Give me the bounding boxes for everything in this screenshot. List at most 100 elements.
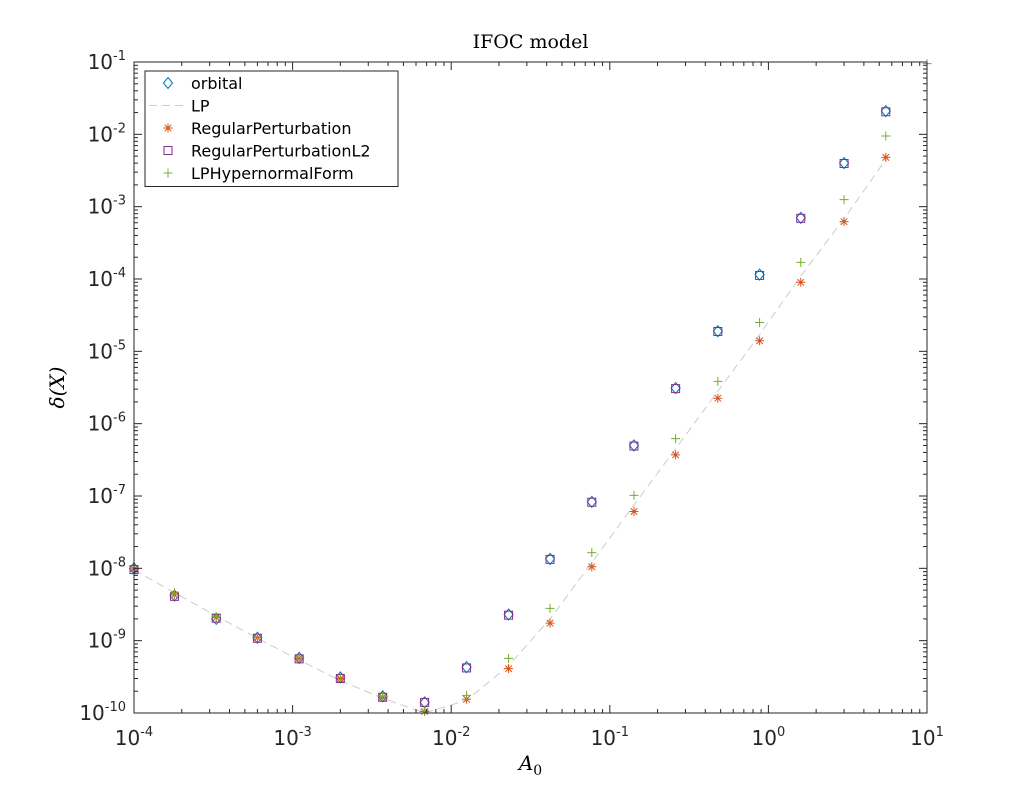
- y-tick-exp: -6: [113, 411, 126, 426]
- y-tick-label: 10-4: [88, 266, 126, 291]
- regular-perturbation-l2-point: [713, 327, 723, 337]
- y-tick-label: 10-7: [88, 483, 126, 508]
- legend-label: RegularPerturbationL2: [191, 142, 371, 161]
- lp-line: [133, 159, 887, 714]
- legend-swatch: [162, 76, 174, 90]
- orbital-point: [628, 439, 640, 452]
- y-tick-base: 10: [88, 122, 113, 146]
- x-tick-base: 10: [432, 726, 457, 750]
- x-tick-exp: -1: [616, 725, 629, 740]
- lphypernormal-form-point: [211, 612, 221, 622]
- regular-perturbation-l2-point: [545, 554, 555, 564]
- y-tick-base: 10: [88, 484, 113, 508]
- y-tick-base: 10: [88, 556, 113, 580]
- legend-swatch: [163, 146, 173, 155]
- y-tick-exp: -4: [113, 266, 126, 281]
- regular-perturbation-point: [796, 277, 806, 287]
- legend-swatch: [163, 123, 173, 133]
- y-axis-title: δ(X): [45, 367, 69, 409]
- lphypernormal-form-point: [378, 691, 388, 701]
- regular-perturbation-point: [504, 664, 514, 674]
- legend-item-regular-perturbation: RegularPerturbation: [163, 119, 351, 138]
- orbital-point: [169, 589, 180, 602]
- y-tick-label: 10-3: [88, 194, 126, 219]
- y-tick-label: 10-6: [88, 411, 126, 436]
- lphypernormal-form-point: [462, 690, 472, 700]
- y-tick-exp: -8: [113, 555, 126, 570]
- orbital-point: [670, 381, 681, 395]
- y-tick-base: 10: [88, 629, 113, 653]
- orbital-point: [880, 104, 891, 118]
- y-tick-base: 10: [88, 412, 113, 436]
- lphypernormal-form-point: [839, 195, 849, 205]
- x-tick-base: 10: [273, 726, 298, 750]
- lp-line-layer: [133, 159, 887, 714]
- regular-perturbation-point: [587, 562, 597, 572]
- y-tick-exp: -9: [113, 628, 126, 643]
- chart-title: IFOC model: [473, 31, 589, 53]
- regular-perturbation-point: [671, 450, 681, 460]
- orbital-point: [544, 552, 556, 566]
- lphypernormal-form-point: [671, 434, 681, 444]
- regular-perturbation-l2-point: [587, 497, 597, 507]
- y-tick-exp: -3: [113, 194, 126, 209]
- y-tick-base: 10: [88, 267, 113, 291]
- regular-perturbation-l2-point: [796, 213, 806, 223]
- x-tick-base: 10: [752, 726, 777, 750]
- x-tick-exp: -2: [457, 725, 470, 740]
- x-axis-title: A0: [517, 751, 542, 779]
- regular-perturbation-point: [713, 393, 723, 403]
- x-axis-title-main: A: [517, 751, 533, 775]
- x-tick-label: 10-1: [591, 725, 629, 750]
- legend-box: [144, 70, 399, 187]
- x-tick-exp: -3: [299, 725, 312, 740]
- lphypernormal-form-point: [545, 603, 555, 613]
- lphypernormal-form-point: [294, 652, 304, 662]
- legend-label: LP: [191, 97, 210, 116]
- regular-perturbation-l2-point: [629, 441, 639, 451]
- y-tick-base: 10: [88, 195, 113, 219]
- y-tick-label: 10-9: [88, 628, 126, 653]
- lphypernormal-form-point: [169, 588, 179, 598]
- regular-perturbation-l2-point: [671, 384, 681, 394]
- regular-perturbation-l2-point: [881, 107, 891, 117]
- x-tick-label: 10-4: [115, 725, 153, 750]
- y-tick-exp: -7: [113, 483, 126, 498]
- lphypernormal-form-point: [796, 257, 806, 267]
- y-tick-label: 10-8: [88, 555, 126, 580]
- x-tick-base: 10: [591, 726, 616, 750]
- regular-perturbation-series: [129, 152, 891, 716]
- legend-label: orbital: [191, 74, 243, 93]
- x-tick-label: 10-3: [273, 725, 311, 750]
- orbital-series: [128, 104, 891, 709]
- ticks-layer: 10-4 10-3 10-2 10-1 100 10110-1010-910-810-71…: [79, 49, 944, 750]
- regular-perturbation-point: [881, 152, 891, 162]
- legend-label: RegularPerturbation: [191, 119, 351, 138]
- x-tick-exp: 1: [936, 725, 944, 740]
- y-tick-exp: -5: [113, 338, 126, 353]
- y-tick-label: 10-5: [88, 338, 126, 363]
- regular-perturbation-l2-point: [462, 663, 472, 673]
- y-tick-exp: -1: [113, 49, 126, 64]
- lphypernormal-form-point: [881, 131, 891, 141]
- lphypernormal-form-point: [755, 318, 765, 328]
- x-tick-base: 10: [910, 726, 935, 750]
- y-tick-exp: -2: [113, 121, 126, 136]
- legend-item-lp: LP: [149, 97, 210, 116]
- legend-item-lphypernormal-form: LPHypernormalForm: [163, 164, 354, 183]
- x-tick-label: 100: [752, 725, 786, 750]
- orbital-point: [461, 660, 472, 674]
- orbital-point: [754, 268, 765, 281]
- regular-perturbation-l2-point: [755, 270, 765, 280]
- y-tick-base: 10: [88, 50, 113, 74]
- y-tick-label: 10-1: [88, 49, 126, 74]
- legend-item-regular-perturbation-l2: RegularPerturbationL2: [163, 142, 371, 161]
- lphypernormal-form-point: [713, 376, 723, 386]
- orbital-point: [586, 495, 597, 509]
- y-tick-exp: -10: [105, 700, 126, 715]
- lphypernormal-form-point: [587, 548, 597, 558]
- regular-perturbation-l2-series: [129, 107, 891, 707]
- regular-perturbation-point: [839, 217, 849, 227]
- markers-layer: [128, 59, 932, 716]
- orbital-point: [503, 608, 514, 621]
